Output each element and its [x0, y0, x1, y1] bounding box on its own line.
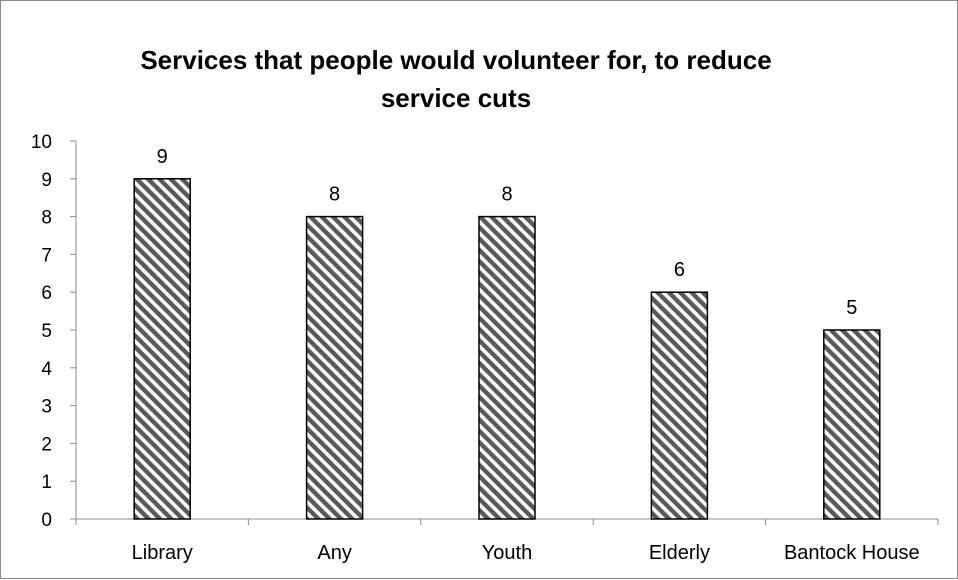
- x-tick-label: Youth: [482, 542, 532, 564]
- data-label: 6: [674, 259, 685, 281]
- y-tick-label: 2: [41, 434, 52, 455]
- chart-title: Services that people would volunteer for…: [140, 45, 772, 113]
- y-tick-label: 6: [41, 283, 52, 304]
- x-tick-label: Any: [317, 542, 351, 564]
- bar: [650, 291, 709, 520]
- data-label: 9: [157, 146, 168, 168]
- y-tick-label: 4: [41, 359, 52, 380]
- bar: [133, 178, 191, 520]
- data-label: 5: [846, 297, 857, 319]
- x-tick-label: Elderly: [649, 542, 710, 564]
- bar: [823, 329, 881, 520]
- x-tick-label: Bantock House: [784, 542, 920, 564]
- y-tick-label: 1: [41, 472, 52, 493]
- y-tick-label: 10: [31, 132, 52, 153]
- y-tick-label: 0: [41, 510, 52, 531]
- y-tick-label: 7: [41, 245, 52, 266]
- y-tick-label: 8: [41, 208, 52, 229]
- bar: [478, 215, 536, 520]
- y-tick-label: 3: [41, 397, 52, 418]
- data-label: 8: [501, 184, 512, 206]
- y-tick-label: 5: [41, 321, 52, 342]
- y-tick-label: 9: [41, 170, 52, 191]
- data-label: 8: [329, 184, 340, 206]
- x-tick-label: Library: [132, 542, 193, 564]
- bar: [305, 215, 364, 520]
